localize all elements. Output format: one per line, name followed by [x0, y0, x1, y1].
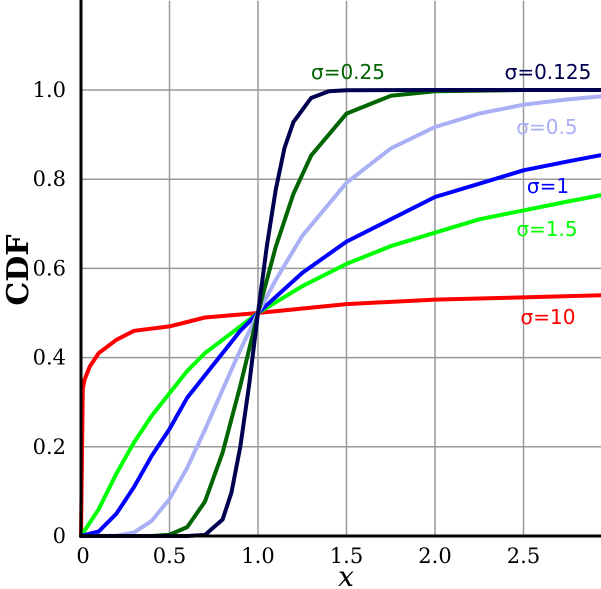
series-line-sigma-0_25 [79, 88, 601, 538]
y-axis-title: CDF [1, 234, 36, 305]
y-tick-label: 0 [53, 524, 66, 548]
series-line-sigma-1_5 [79, 193, 601, 538]
series-line-sigma-10 [79, 293, 601, 538]
x-tick-label: 1.5 [330, 544, 363, 568]
series-line-sigma-1 [79, 153, 601, 538]
y-tick-label: 1.0 [33, 78, 66, 102]
y-tick-label: 0.6 [33, 256, 66, 280]
series-label-sigma-1_5: σ=1.5 [516, 217, 577, 241]
x-tick-label: 0.5 [153, 544, 186, 568]
y-tick-label: 0.4 [33, 346, 66, 370]
series-label-sigma-10: σ=10 [521, 305, 576, 329]
series-line-sigma-0_125 [79, 88, 601, 538]
y-tick-label: 0.2 [33, 435, 66, 459]
axes [79, 0, 601, 538]
series-label-sigma-0_25: σ=0.25 [311, 60, 385, 84]
series-label-sigma-1: σ=1 [527, 174, 569, 198]
x-tick-label: 0 [76, 544, 89, 568]
series-label-sigma-0_125: σ=0.125 [505, 60, 592, 84]
x-axis-title: x [338, 560, 354, 589]
x-tick-label: 2.0 [418, 544, 451, 568]
y-tick-label: 0.8 [33, 167, 66, 191]
series-labels: σ=10 σ=1.5 σ=1 σ=0.5 σ=0.25 σ=0.125 [311, 60, 591, 329]
x-tick-label: 2.5 [507, 544, 540, 568]
series-label-sigma-0_5: σ=0.5 [516, 115, 577, 139]
tick-labels: 0 0.5 1.0 1.5 2.0 2.5 0 0.2 0.4 0.6 0.8 1.0 [33, 78, 541, 568]
series-lines [79, 88, 601, 538]
x-tick-label: 1.0 [241, 544, 274, 568]
